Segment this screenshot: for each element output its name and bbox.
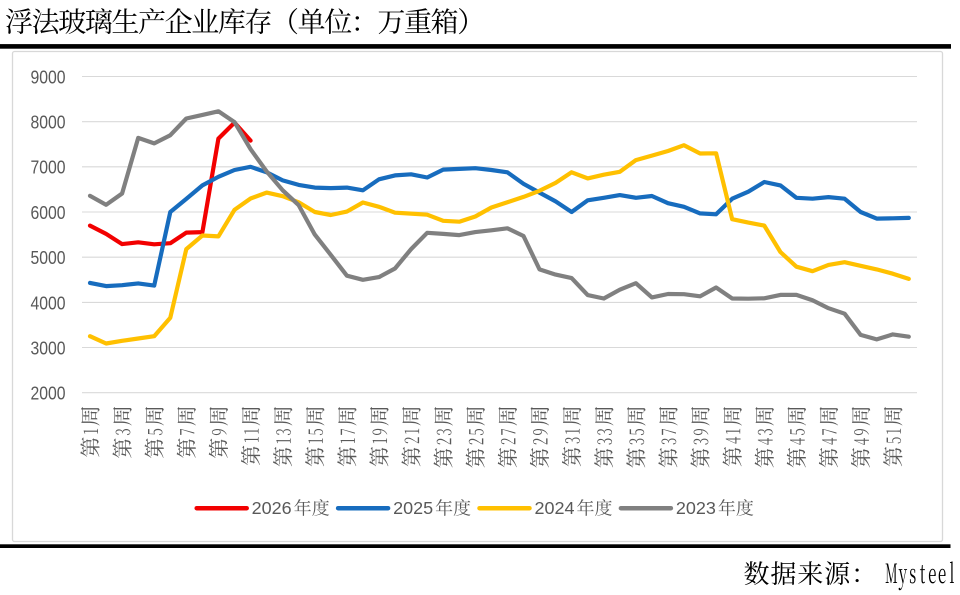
svg-text:4000: 4000 xyxy=(31,292,66,313)
svg-text:2024: 2024 xyxy=(535,498,575,518)
svg-text:8000: 8000 xyxy=(31,112,66,133)
svg-text:2025: 2025 xyxy=(393,498,433,518)
svg-text:9000: 9000 xyxy=(31,66,66,87)
svg-text:2026: 2026 xyxy=(252,498,292,518)
svg-text:5000: 5000 xyxy=(31,247,66,268)
svg-text:7000: 7000 xyxy=(31,157,66,178)
svg-text:2000: 2000 xyxy=(31,383,66,404)
svg-text:3000: 3000 xyxy=(31,337,66,358)
svg-text:2023: 2023 xyxy=(676,498,716,518)
svg-text:6000: 6000 xyxy=(31,202,66,223)
